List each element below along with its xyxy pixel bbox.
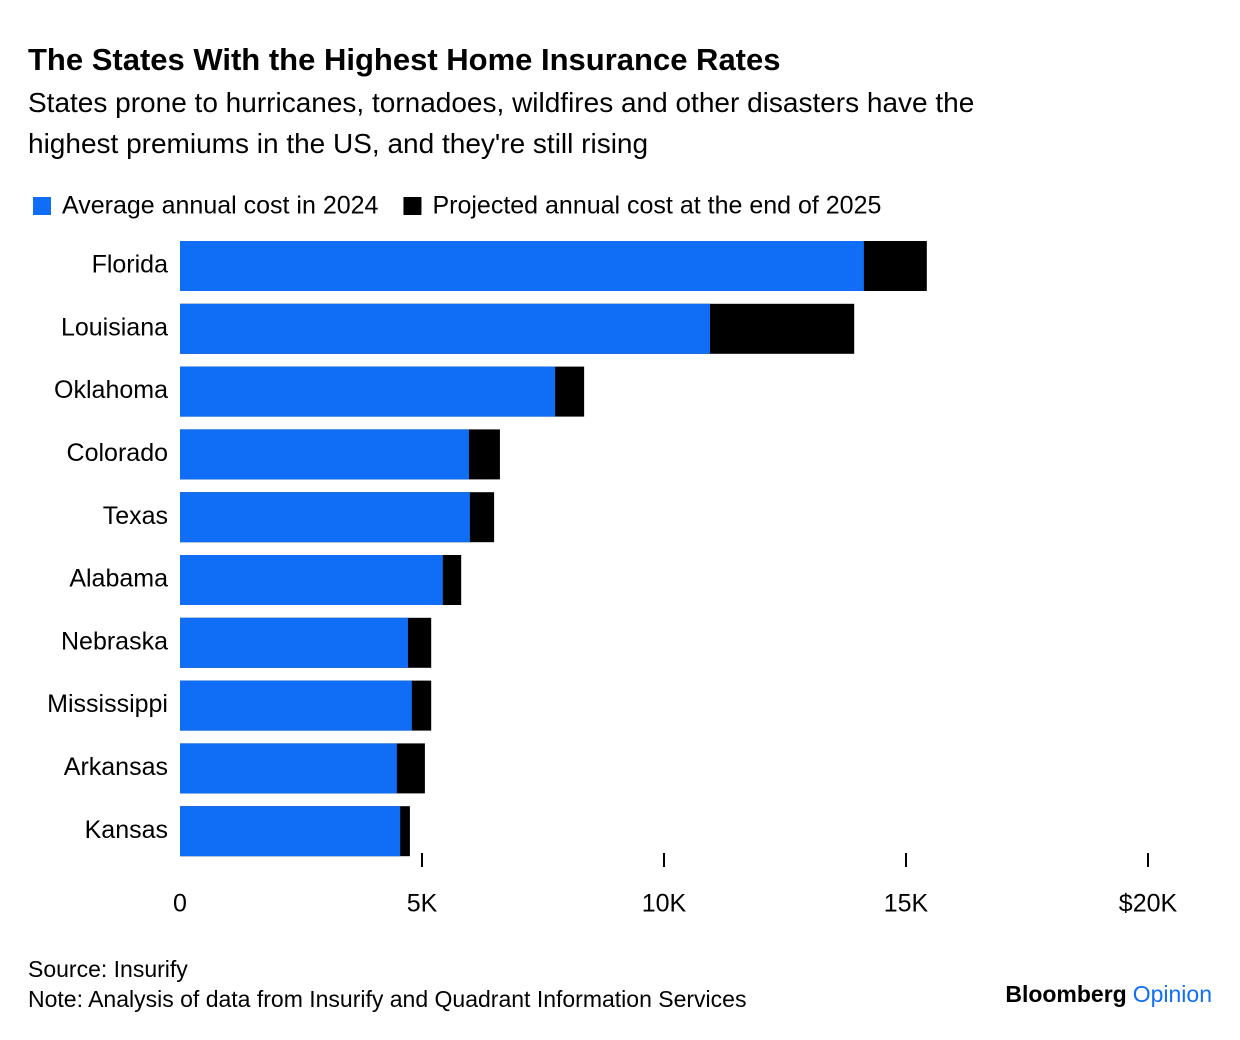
legend-label: Projected annual cost at the end of 2025 xyxy=(432,192,881,220)
note: Note: Analysis of data from Insurify and… xyxy=(28,986,746,1012)
source: Source: Insurify xyxy=(28,956,188,982)
credit-name: Bloomberg xyxy=(1005,981,1126,1007)
chart-title: The States With the Highest Home Insuran… xyxy=(28,42,781,77)
bar xyxy=(180,806,401,857)
y-tick-label: Nebraska xyxy=(61,627,168,655)
bar xyxy=(180,617,408,668)
bar xyxy=(180,680,412,731)
credit-section: Opinion xyxy=(1133,981,1212,1007)
y-tick-label: Oklahoma xyxy=(54,376,168,404)
y-tick-label: Colorado xyxy=(67,439,168,467)
bar xyxy=(180,743,397,794)
bar xyxy=(180,492,470,543)
y-tick-label: Texas xyxy=(103,502,168,530)
x-tick-label: 0 xyxy=(173,890,187,918)
y-tick-label: Mississippi xyxy=(47,690,168,718)
chart-subtitle: States prone to hurricanes, tornadoes, w… xyxy=(28,87,974,159)
y-tick-label: Arkansas xyxy=(64,753,168,781)
bar xyxy=(180,555,443,605)
x-tick-label: 5K xyxy=(407,890,438,918)
legend-swatch xyxy=(33,197,51,215)
bar xyxy=(180,429,469,480)
x-tick-label: 15K xyxy=(884,890,929,918)
y-tick-label: Alabama xyxy=(69,565,168,593)
legend-swatch xyxy=(403,197,422,215)
x-tick-label: $20K xyxy=(1119,890,1178,918)
credit: Bloomberg Opinion xyxy=(1005,981,1212,1007)
y-tick-label: Louisiana xyxy=(61,313,168,341)
bar xyxy=(180,241,864,291)
legend-label: Average annual cost in 2024 xyxy=(62,192,379,220)
y-tick-label: Kansas xyxy=(85,816,168,844)
y-tick-label: Florida xyxy=(92,251,169,279)
x-tick-label: 10K xyxy=(642,890,687,918)
bar xyxy=(180,303,710,354)
bar xyxy=(180,366,556,417)
